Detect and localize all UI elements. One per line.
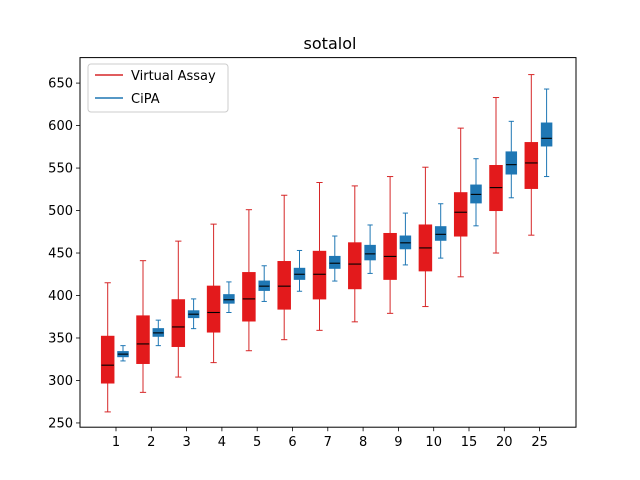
y-tick-label-250: 250 (48, 416, 73, 431)
box-virtual-assay-10 (418, 166, 433, 308)
box-cipa-2 (152, 319, 165, 347)
x-tick-label-5: 5 (253, 435, 261, 450)
x-tick-label-20: 20 (496, 435, 513, 450)
box-cipa-3 (187, 298, 200, 330)
box-cipa-7 (329, 235, 341, 282)
x-tick-label-6: 6 (288, 435, 296, 450)
box-iqr (329, 255, 341, 269)
box-iqr (540, 122, 553, 147)
box-iqr (364, 244, 376, 261)
box-virtual-assay-7 (312, 181, 327, 331)
box-virtual-assay-3 (171, 240, 186, 378)
box-cipa-15 (470, 158, 482, 227)
x-tick-label-8: 8 (359, 435, 367, 450)
box-iqr (100, 335, 115, 384)
box-virtual-assay-1 (100, 282, 115, 413)
x-tick-label-10: 10 (425, 435, 442, 450)
box-iqr (524, 142, 539, 189)
legend-label-cipa: CiPA (131, 92, 160, 107)
x-tick-label-3: 3 (182, 435, 190, 450)
box-iqr (206, 285, 221, 333)
y-tick-label-650: 650 (48, 77, 73, 92)
box-cipa-6 (293, 249, 306, 292)
box-iqr (348, 242, 362, 290)
y-tick-label-500: 500 (48, 204, 73, 219)
y-tick-label-300: 300 (48, 374, 73, 389)
box-virtual-assay-9 (383, 176, 397, 314)
box-iqr (277, 261, 291, 310)
box-iqr (312, 250, 327, 300)
box-iqr (505, 151, 518, 175)
x-tick-label-9: 9 (394, 435, 402, 450)
y-tick-label-550: 550 (48, 162, 73, 177)
x-tick-label-25: 25 (531, 435, 548, 450)
box-cipa-8 (364, 224, 376, 274)
box-cipa-10 (434, 203, 447, 259)
legend-box (87, 63, 229, 113)
box-virtual-assay-2 (136, 260, 150, 393)
box-cipa-1 (117, 345, 129, 362)
box-iqr (434, 226, 447, 241)
box-virtual-assay-5 (242, 209, 256, 352)
y-tick-label-600: 600 (48, 119, 73, 134)
box-cipa-9 (399, 212, 412, 266)
x-axis: 1 2 3 4 5 6 7 8 9 10 15 20 25 (112, 427, 548, 450)
box-iqr (136, 315, 150, 364)
box-cipa-20 (505, 120, 518, 199)
y-tick-label-350: 350 (48, 331, 73, 346)
box-virtual-assay-8 (348, 185, 362, 323)
legend-label-virtual-assay: Virtual Assay (131, 69, 216, 84)
x-tick-label-2: 2 (147, 435, 155, 450)
y-tick-label-450: 450 (48, 247, 73, 262)
box-cipa-25 (540, 88, 553, 178)
box-virtual-assay-15 (453, 127, 468, 278)
chart-title: sotalol (304, 34, 357, 53)
box-iqr (223, 294, 235, 304)
box-iqr (242, 272, 256, 322)
x-tick-label-1: 1 (112, 435, 120, 450)
x-tick-label-4: 4 (218, 435, 226, 450)
y-tick-label-400: 400 (48, 289, 73, 304)
box-cipa-4 (223, 281, 235, 313)
x-tick-label-15: 15 (461, 435, 478, 450)
box-virtual-assay-25 (524, 74, 539, 236)
legend: Virtual Assay CiPA (87, 63, 229, 113)
box-virtual-assay-20 (489, 97, 503, 254)
box-virtual-assay-6 (277, 194, 291, 341)
y-axis: 250 300 350 400 450 500 550 600 650 (48, 77, 80, 431)
axes-frame (79, 57, 577, 428)
plot-area (100, 74, 553, 413)
box-iqr (453, 192, 468, 237)
box-virtual-assay-4 (206, 223, 221, 364)
x-tick-label-7: 7 (324, 435, 332, 450)
box-iqr (171, 299, 186, 347)
box-cipa-5 (258, 265, 270, 302)
